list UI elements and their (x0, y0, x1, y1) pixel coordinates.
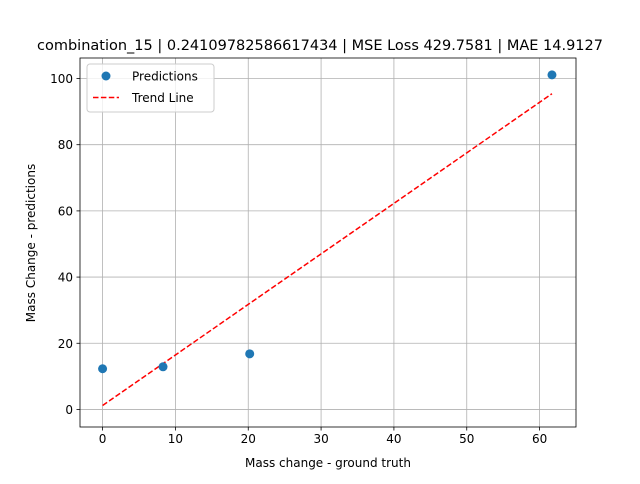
legend-box (86, 63, 215, 113)
axis-ticks: 0 10 20 30 40 50 60 0 20 40 60 80 100 (50, 72, 547, 446)
legend-label-predictions: Predictions (132, 70, 198, 84)
data-point (547, 70, 557, 80)
chart-title: combination_15 | 0.24109782586617434 | M… (37, 38, 603, 54)
x-tick-label: 0 (99, 432, 107, 446)
data-point (245, 349, 255, 359)
legend-label-trend-line: Trend Line (131, 91, 194, 105)
x-tick-label: 60 (532, 432, 547, 446)
y-tick-label: 40 (58, 271, 73, 285)
data-points-layer (98, 70, 557, 374)
x-tick-label: 20 (241, 432, 256, 446)
y-tick-label: 0 (65, 403, 73, 417)
trend-line (102, 93, 553, 407)
x-tick-label: 40 (386, 432, 401, 446)
y-axis-label: Mass Change - predictions (24, 164, 38, 322)
data-point (98, 364, 108, 374)
legend: Predictions Trend Line (86, 63, 215, 113)
x-tick-label: 50 (459, 432, 474, 446)
x-tick-label: 10 (168, 432, 183, 446)
y-tick-label: 20 (58, 337, 73, 351)
grid-lines (80, 58, 576, 427)
legend-marker-predictions (101, 71, 111, 81)
x-axis-label: Mass change - ground truth (245, 456, 411, 470)
plot-area-frame (79, 57, 577, 428)
y-tick-label: 80 (58, 138, 73, 152)
y-tick-label: 100 (50, 72, 73, 86)
y-tick-label: 60 (58, 204, 73, 218)
trend-line-layer (102, 93, 553, 407)
x-tick-label: 30 (313, 432, 328, 446)
data-point (158, 362, 168, 372)
